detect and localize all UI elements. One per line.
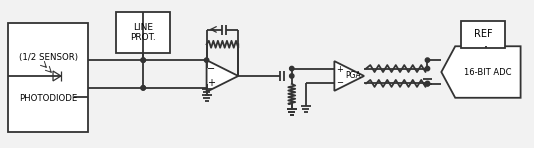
Text: LINE
PROT.: LINE PROT. bbox=[130, 23, 156, 42]
Text: +: + bbox=[336, 65, 343, 74]
Text: REF: REF bbox=[474, 29, 492, 39]
Text: (1/2 SENSOR)



PHOTODIODE: (1/2 SENSOR) PHOTODIODE bbox=[19, 53, 77, 103]
Text: −: − bbox=[208, 64, 216, 74]
Text: 16-BIT ADC: 16-BIT ADC bbox=[464, 67, 512, 77]
Circle shape bbox=[289, 66, 294, 71]
Bar bbox=[9, 24, 88, 132]
Circle shape bbox=[141, 86, 145, 90]
Bar bbox=[116, 12, 170, 53]
Polygon shape bbox=[334, 61, 364, 91]
Circle shape bbox=[425, 66, 430, 71]
Text: +: + bbox=[208, 78, 216, 88]
Bar bbox=[461, 21, 505, 48]
Circle shape bbox=[141, 86, 145, 90]
Circle shape bbox=[425, 81, 430, 86]
Circle shape bbox=[141, 58, 145, 62]
Circle shape bbox=[289, 74, 294, 78]
Text: PGA: PGA bbox=[345, 71, 361, 81]
Circle shape bbox=[205, 58, 209, 62]
Polygon shape bbox=[441, 46, 521, 98]
Circle shape bbox=[425, 58, 430, 62]
Circle shape bbox=[425, 82, 430, 86]
Polygon shape bbox=[207, 60, 238, 92]
Text: −: − bbox=[336, 78, 343, 87]
Circle shape bbox=[141, 58, 145, 62]
